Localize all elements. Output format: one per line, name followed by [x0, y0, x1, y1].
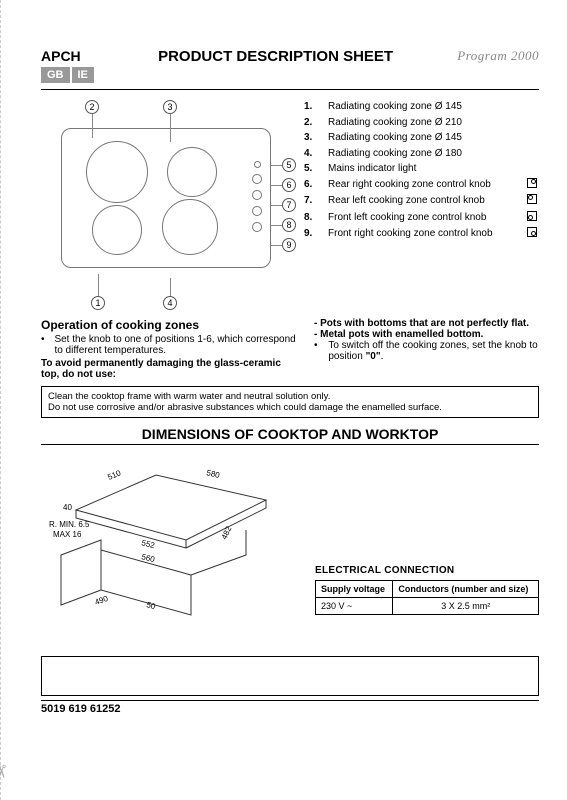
- knob-9: [252, 222, 262, 232]
- note-line: Clean the cooktop frame with warm water …: [48, 391, 532, 402]
- callout-6: 6: [282, 178, 296, 192]
- callout-line: [98, 274, 99, 296]
- operation-title: Operation of cooking zones: [41, 318, 296, 332]
- page-title: PRODUCT DESCRIPTION SHEET: [108, 48, 443, 65]
- elec-header-conductors: Conductors (number and size): [393, 581, 539, 598]
- elec-header-voltage: Supply voltage: [316, 581, 393, 598]
- dim-510: 510: [106, 468, 122, 482]
- hob-body: [61, 128, 271, 268]
- callout-line: [270, 185, 282, 186]
- dim-580: 580: [206, 468, 222, 480]
- dim-rmin: R. MIN. 6.5: [49, 520, 90, 529]
- note-line: Do not use corrosive and/or abrasive sub…: [48, 402, 532, 413]
- elec-conductors: 3 X 2.5 mm²: [393, 598, 539, 615]
- callout-line: [270, 225, 282, 226]
- legend-row: 5.Mains indicator light: [304, 162, 539, 176]
- product-code: APCH: [41, 48, 94, 64]
- callout-line: [270, 165, 282, 166]
- knob-7: [252, 190, 262, 200]
- dim-40: 40: [63, 503, 72, 512]
- header-rule: [41, 89, 539, 90]
- callout-line: [170, 114, 171, 142]
- operation-warning: To avoid permanently damaging the glass-…: [41, 358, 296, 380]
- zone-icon-bl: [527, 211, 537, 221]
- operation-item: •Set the knob to one of positions 1-6, w…: [41, 334, 296, 356]
- burner-1: [92, 205, 142, 255]
- callout-8: 8: [282, 218, 296, 232]
- dim-482: 482: [220, 524, 234, 540]
- knob-6: [252, 174, 262, 184]
- legend-row: 4.Radiating cooking zone Ø 180: [304, 147, 539, 161]
- callout-4: 4: [163, 296, 177, 310]
- callout-9: 9: [282, 238, 296, 252]
- callout-line: [92, 114, 93, 138]
- legend-row: 6.Rear right cooking zone control knob: [304, 178, 539, 193]
- zone-icon-tr: [527, 178, 537, 188]
- burner-4: [162, 199, 218, 255]
- badge-gb: GB: [41, 67, 70, 83]
- hob-diagram: 1 2 3 4 5 6 7 8 9: [41, 100, 286, 310]
- scissors-icon: ✂: [0, 764, 11, 779]
- zone-icon-tl: [527, 194, 537, 204]
- switch-off-note: •To switch off the cooking zones, set th…: [314, 340, 539, 362]
- callout-line: [270, 245, 282, 246]
- callout-2: 2: [85, 100, 99, 114]
- program-label: Program 2000: [457, 48, 539, 64]
- cleaning-note-box: Clean the cooktop frame with warm water …: [41, 386, 539, 418]
- callout-5: 5: [282, 158, 296, 172]
- legend-row: 7.Rear left cooking zone control knob: [304, 194, 539, 209]
- burner-2: [86, 141, 148, 203]
- elec-voltage: 230 V ~: [316, 598, 393, 615]
- legend-row: 2.Radiating cooking zone Ø 210: [304, 116, 539, 130]
- dim-max: MAX 16: [53, 530, 82, 539]
- indicator-light: [254, 161, 261, 168]
- dimensions-title: DIMENSIONS OF COOKTOP AND WORKTOP: [41, 426, 539, 445]
- callout-line: [270, 205, 282, 206]
- dim-560: 560: [141, 552, 157, 564]
- zone-icon-br: [527, 227, 537, 237]
- callout-line: [170, 278, 171, 296]
- knob-column: [252, 161, 262, 232]
- callout-7: 7: [282, 198, 296, 212]
- header: APCH GB IE PRODUCT DESCRIPTION SHEET Pro…: [41, 48, 539, 83]
- dim-50: 50: [145, 600, 156, 611]
- legend-row: 8.Front left cooking zone control knob: [304, 211, 539, 226]
- footer-code: 5019 619 61252: [41, 700, 539, 715]
- badge-ie: IE: [72, 67, 94, 83]
- legend-row: 9.Front right cooking zone control knob: [304, 227, 539, 242]
- avoid-item: - Pots with bottoms that are not perfect…: [314, 318, 539, 329]
- legend-row: 3.Radiating cooking zone Ø 145: [304, 131, 539, 145]
- dim-490: 490: [94, 594, 110, 607]
- knob-8: [252, 206, 262, 216]
- electrical-title: ELECTRICAL CONNECTION: [315, 565, 539, 576]
- electrical-table: Supply voltage Conductors (number and si…: [315, 580, 539, 615]
- legend-row: 1.Radiating cooking zone Ø 145: [304, 100, 539, 114]
- callout-3: 3: [163, 100, 177, 114]
- dimensions-diagram: 580 510 40 R. MIN. 6.5 MAX 16 552 560 48…: [41, 455, 301, 628]
- legend: 1.Radiating cooking zone Ø 145 2.Radiati…: [304, 100, 539, 310]
- avoid-item: - Metal pots with enamelled bottom.: [314, 329, 539, 340]
- empty-box: [41, 656, 539, 696]
- dim-552: 552: [141, 538, 157, 550]
- burner-3: [167, 147, 217, 197]
- callout-1: 1: [91, 296, 105, 310]
